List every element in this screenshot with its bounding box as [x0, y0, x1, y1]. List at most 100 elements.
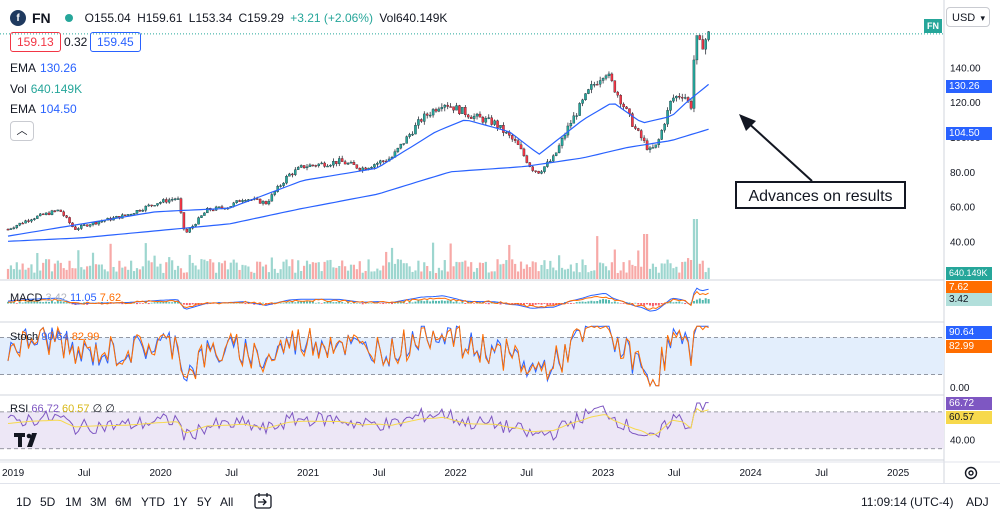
macd-histogram-bar [607, 300, 610, 304]
volume-bar [599, 262, 602, 279]
macd-signal-tag: 7.62 [946, 281, 992, 294]
volume-bar [138, 269, 142, 279]
candle [162, 198, 165, 204]
sell-button[interactable]: 159.13 [10, 32, 61, 52]
candle [616, 90, 619, 98]
open-value: O155.04 [84, 11, 131, 25]
candle [288, 172, 291, 177]
timeframe-button-ytd[interactable]: YTD [141, 495, 165, 509]
macd-histogram-bar [329, 301, 332, 304]
annotation-callout[interactable]: Advances on results [735, 181, 906, 209]
ema-fast-legend[interactable]: EMA 130.26 [10, 61, 77, 75]
volume-bar [179, 268, 183, 279]
macd-histogram-bar [648, 303, 651, 306]
volume-bar [314, 262, 317, 279]
timeframe-button-1m[interactable]: 1M [65, 495, 82, 509]
timeframe-button-6m[interactable]: 6M [115, 495, 132, 509]
volume-bar [91, 252, 95, 279]
ema-slow-legend[interactable]: EMA 104.50 [10, 102, 77, 116]
candle [484, 116, 488, 126]
volume-bar [417, 260, 420, 279]
tradingview-logo[interactable] [14, 433, 42, 447]
volume-bar [540, 264, 543, 279]
timeframe-button-3m[interactable]: 3M [90, 495, 107, 509]
volume-bar [537, 271, 540, 279]
volume-bar [575, 262, 578, 279]
candle [33, 217, 36, 221]
macd-histogram-bar [707, 299, 710, 304]
macd-histogram-bar [461, 301, 464, 304]
macd-histogram-bar [109, 303, 112, 304]
candle [598, 76, 602, 88]
rsi-legend[interactable]: RSI 66.72 60.57 ∅ ∅ [10, 403, 115, 415]
volume-bar [21, 263, 24, 279]
candle [150, 204, 153, 208]
candle [619, 94, 622, 109]
candle [519, 141, 523, 150]
volume-bar [71, 268, 74, 279]
symbol-name[interactable]: FN [32, 10, 51, 26]
macd-histogram-bar [646, 303, 649, 305]
volume-bar [393, 263, 397, 279]
macd-histogram-bar [584, 301, 587, 304]
candle [338, 155, 341, 167]
volume-bar [30, 264, 33, 279]
volume-bar [6, 268, 10, 279]
macd-histogram-bar [391, 303, 394, 305]
candle [200, 215, 203, 219]
time-axis-label: 2019 [2, 468, 25, 479]
candle [663, 122, 666, 133]
macd-histogram-bar [21, 302, 24, 304]
macd-histogram-bar [432, 300, 435, 304]
volume-bar [27, 267, 30, 279]
candle [244, 199, 247, 202]
volume-bar [437, 267, 441, 279]
stoch-legend[interactable]: Stoch 90.64 82.99 [10, 331, 100, 343]
buy-button[interactable]: 159.45 [90, 32, 141, 52]
volume-bar [385, 251, 388, 279]
volume-bar [323, 261, 326, 279]
candle [305, 164, 309, 171]
volume-bar [355, 269, 358, 279]
timeframe-button-all[interactable]: All [220, 495, 234, 509]
candle [534, 170, 537, 174]
volume-bar [493, 271, 496, 279]
macd-histogram-bar [332, 302, 335, 304]
timeframe-button-5y[interactable]: 5Y [197, 495, 212, 509]
candle [461, 107, 464, 114]
collapse-legend-button[interactable]: ︿ [10, 121, 34, 141]
volume-bar [112, 266, 115, 279]
candle [590, 80, 593, 94]
date-range-icon[interactable] [254, 493, 272, 509]
timeframe-button-1d[interactable]: 1D [16, 495, 32, 509]
volume-bar [643, 234, 646, 279]
volume-bar [399, 259, 402, 279]
candle [522, 147, 526, 157]
timezone-clock[interactable]: 11:09:14 (UTC-4) [861, 495, 954, 509]
candle [308, 163, 312, 168]
adjust-toggle[interactable]: ADJ [966, 495, 989, 509]
macd-histogram-bar [80, 302, 83, 304]
volume-bar [426, 266, 429, 279]
macd-histogram-bar [349, 302, 352, 304]
volume-bar [349, 264, 353, 279]
volume-bar [619, 270, 622, 279]
currency-select[interactable]: USD ▾ [946, 7, 990, 27]
macd-histogram-bar [39, 301, 42, 304]
volume-bar [370, 271, 373, 279]
macd-histogram-bar [455, 301, 458, 304]
macd-histogram-bar [355, 302, 358, 304]
bottom-toolbar: 1D 5D 1M 3M 6M YTD 1Y 5Y All 11:09:14 (UTC-4) AD… [0, 483, 1000, 520]
timeframe-button-1y[interactable]: 1Y [173, 495, 188, 509]
gear-icon[interactable] [964, 466, 978, 480]
volume-bar [449, 243, 452, 279]
volume-bar [443, 260, 446, 279]
candle [701, 35, 705, 50]
market-status-dot [64, 14, 73, 22]
macd-legend[interactable]: MACD 3.42 11.05 7.62 [10, 292, 122, 304]
timeframe-button-5d[interactable]: 5D [40, 495, 56, 509]
volume-legend[interactable]: Vol 640.149K [10, 82, 83, 96]
candle [411, 131, 414, 136]
macd-histogram-bar [487, 303, 490, 305]
